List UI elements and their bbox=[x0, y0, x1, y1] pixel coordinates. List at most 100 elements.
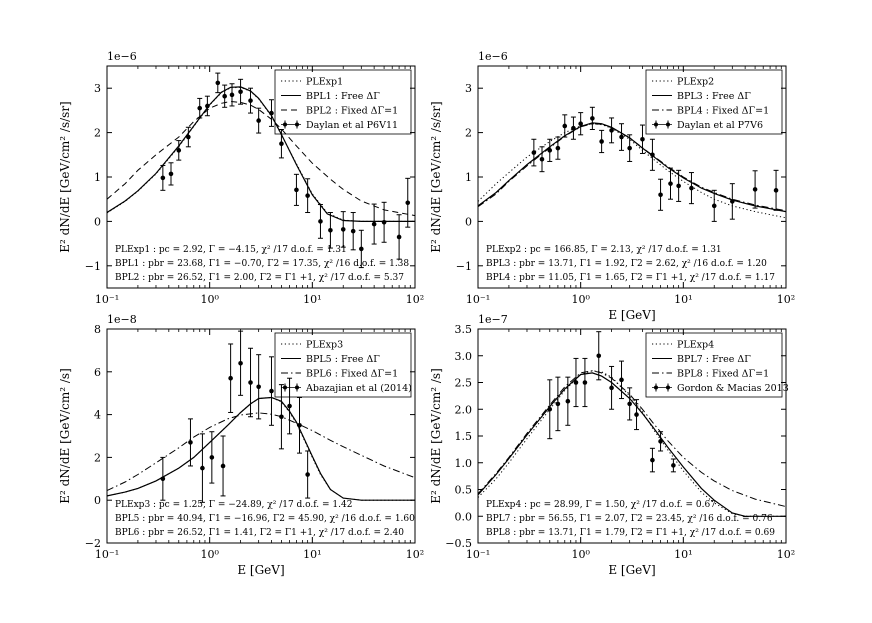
data-point bbox=[279, 414, 284, 420]
plot-area bbox=[478, 106, 786, 222]
y-tick-label: 2.0 bbox=[455, 403, 473, 416]
data-point bbox=[200, 465, 205, 471]
legend-label: BPL3 : Free ΔΓ bbox=[677, 91, 751, 102]
y-tick-label: 0 bbox=[465, 215, 472, 228]
x-tick-label: 10² bbox=[777, 293, 795, 306]
legend-swatch bbox=[654, 122, 658, 127]
y-tick-label: 3 bbox=[94, 82, 101, 95]
legend-swatch bbox=[654, 385, 658, 390]
series-line-bpl2 bbox=[107, 100, 415, 217]
data-point bbox=[730, 199, 735, 204]
data-point bbox=[590, 116, 595, 121]
data-point bbox=[571, 125, 576, 131]
data-point bbox=[220, 463, 226, 469]
data-point bbox=[269, 110, 274, 116]
y-axis-label: E² dN/dE [GeV/cm² /s/sr] bbox=[429, 101, 443, 253]
data-point bbox=[328, 227, 333, 233]
data-point bbox=[539, 156, 545, 162]
y-tick-label: 0.0 bbox=[455, 510, 473, 523]
data-point bbox=[627, 145, 632, 151]
y-tick-label: 3.5 bbox=[455, 323, 473, 336]
data-point bbox=[168, 171, 174, 177]
legend-label: PLExp3 bbox=[306, 340, 343, 351]
x-tick-label: 10⁰ bbox=[571, 548, 590, 561]
data-point bbox=[186, 134, 191, 140]
data-point bbox=[294, 187, 299, 193]
y-tick-label: −1 bbox=[85, 260, 101, 273]
legend-label: BPL2 : Fixed ΔΓ=1 bbox=[306, 106, 398, 117]
data-point bbox=[229, 92, 235, 98]
y-tick-label: 3.0 bbox=[455, 350, 473, 363]
data-point bbox=[582, 380, 588, 385]
panel-abazajian-2014: 1e−8 PLExp3 BPL5 : Free ΔΓ BPL6 : Fixed ΔΓ… bbox=[58, 313, 424, 577]
x-tick-label: 10⁻¹ bbox=[466, 548, 490, 561]
y-axis-label: E² dN/dE [GeV/cm² /s] bbox=[429, 368, 443, 504]
data-point bbox=[596, 353, 602, 359]
data-point bbox=[287, 403, 292, 409]
y-tick-label: 2.5 bbox=[455, 377, 473, 390]
y-scale-label: 1e−6 bbox=[478, 50, 508, 63]
fit-annotation: BPL5 : pbr = 40.94, Γ1 = −16.96, Γ2 = 45… bbox=[115, 514, 415, 524]
data-point bbox=[279, 141, 284, 146]
data-point bbox=[396, 234, 402, 240]
series-line-bpl6 bbox=[107, 412, 415, 492]
data-point bbox=[531, 150, 537, 155]
series-line-bpl4 bbox=[478, 123, 786, 212]
data-points bbox=[531, 106, 779, 222]
legend: PLExp4 BPL7 : Free ΔΓ BPL8 : Fixed ΔΓ=1 Gor… bbox=[645, 332, 789, 398]
x-tick-label: 10⁻¹ bbox=[466, 293, 490, 306]
fit-annotation: PLExp3 : pc = 1.25, Γ = −24.89, χ² /17 d… bbox=[115, 500, 352, 510]
y-tick-label: 6 bbox=[94, 366, 101, 379]
data-point bbox=[188, 440, 193, 445]
data-point bbox=[676, 183, 681, 189]
x-tick-label: 10¹ bbox=[674, 548, 692, 561]
series-line-bpl8 bbox=[478, 370, 786, 508]
data-points bbox=[547, 331, 676, 473]
data-point bbox=[205, 103, 210, 109]
data-point bbox=[555, 401, 561, 407]
data-point bbox=[547, 406, 553, 412]
legend-label: PLExp2 bbox=[677, 77, 714, 88]
y-tick-label: 2 bbox=[94, 127, 101, 140]
fit-annotation: BPL8 : pbr = 13.71, Γ1 = 1.79, Γ2 = Γ1 +… bbox=[486, 528, 775, 538]
data-point bbox=[578, 121, 583, 127]
axis-ticks: −1 0 1 2 3 10⁻¹ 10⁰ 10¹ 10² bbox=[85, 66, 424, 306]
x-tick-label: 10⁻¹ bbox=[95, 548, 119, 561]
data-point bbox=[689, 185, 694, 191]
fit-annotation: BPL3 : pbr = 13.71, Γ1 = 1.92, Γ2 = 2.62… bbox=[486, 259, 767, 269]
legend-label: Daylan et al P6V11 bbox=[306, 120, 398, 131]
data-point bbox=[256, 384, 261, 390]
legend: PLExp3 BPL5 : Free ΔΓ BPL6 : Fixed ΔΓ=1 Aba… bbox=[274, 332, 412, 398]
data-point bbox=[371, 221, 377, 227]
data-point bbox=[573, 380, 579, 385]
data-point bbox=[640, 136, 645, 142]
y-scale-label: 1e−6 bbox=[107, 50, 137, 63]
data-point bbox=[248, 380, 253, 385]
panel-gordon-macias-2013: 1e−7 PLExp4 BPL7 : Free ΔΓ BPL8 : Fixed ΔΓ… bbox=[429, 313, 795, 577]
data-point bbox=[634, 412, 639, 417]
data-point bbox=[773, 188, 779, 193]
data-points bbox=[160, 330, 311, 503]
legend-swatch bbox=[295, 385, 299, 390]
data-point bbox=[160, 175, 166, 181]
x-tick-label: 10⁰ bbox=[571, 293, 590, 306]
legend-label: BPL7 : Free ΔΓ bbox=[677, 354, 751, 365]
y-tick-label: 4 bbox=[94, 409, 101, 422]
data-point bbox=[650, 152, 655, 158]
data-point bbox=[650, 457, 655, 463]
fit-annotations: PLExp4 : pc = 28.99, Γ = 1.50, χ² /17 d.… bbox=[486, 500, 775, 538]
legend-label: Gordon & Macias 2013 bbox=[677, 383, 789, 394]
x-tick-label: 10¹ bbox=[303, 293, 321, 306]
data-point bbox=[381, 219, 387, 225]
panel-daylan-p6v11: 1e−6 PLExp1 BPL1 : Free ΔΓ BPL2 : Fixed ΔΓ… bbox=[58, 50, 424, 306]
y-tick-label: 1.0 bbox=[455, 457, 473, 470]
data-point bbox=[256, 118, 261, 123]
data-point bbox=[297, 423, 302, 428]
legend-label: BPL6 : Fixed ΔΓ=1 bbox=[306, 369, 398, 380]
data-point bbox=[305, 193, 310, 198]
data-point bbox=[209, 455, 215, 460]
data-point bbox=[248, 98, 253, 103]
legend-swatch bbox=[295, 122, 299, 127]
legend-label: BPL4 : Fixed ΔΓ=1 bbox=[677, 106, 769, 117]
